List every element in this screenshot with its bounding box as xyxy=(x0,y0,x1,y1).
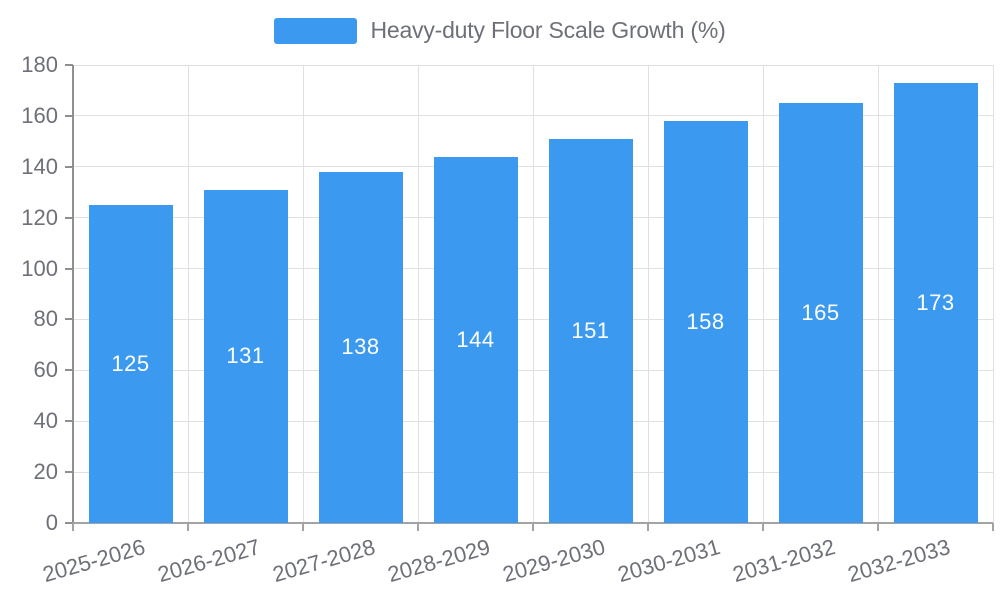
gridline-v xyxy=(877,65,879,523)
y-tick xyxy=(65,318,73,321)
bar-value-label: 165 xyxy=(801,300,840,326)
legend-swatch xyxy=(274,17,358,44)
x-tick xyxy=(72,523,74,531)
gridline-v xyxy=(992,65,994,523)
x-tick xyxy=(417,523,419,531)
bar[interactable]: 151 xyxy=(548,138,633,523)
y-tick xyxy=(65,267,73,270)
bar[interactable]: 138 xyxy=(318,171,403,523)
y-tick xyxy=(65,522,73,524)
legend-label: Heavy-duty Floor Scale Growth (%) xyxy=(370,17,726,43)
x-tick xyxy=(877,523,879,531)
bar[interactable]: 173 xyxy=(893,82,978,523)
y-tick xyxy=(65,471,73,474)
gridline-v xyxy=(647,65,649,523)
x-tick xyxy=(762,523,764,531)
bar[interactable]: 125 xyxy=(88,204,173,523)
y-axis-line xyxy=(72,65,74,530)
y-axis-label: 40 xyxy=(33,408,58,434)
y-axis-label: 180 xyxy=(21,52,58,77)
bar[interactable]: 165 xyxy=(778,103,863,523)
gridline-v xyxy=(187,65,189,523)
bar-value-label: 144 xyxy=(456,326,495,352)
bar-value-label: 158 xyxy=(686,308,725,334)
gridline-v xyxy=(417,65,419,523)
gridline-v xyxy=(532,65,534,523)
bar[interactable]: 131 xyxy=(203,189,288,523)
plot-area: 0 20 40 60 80 100 120 140 160 180 125 131 138 144 151 1… xyxy=(21,52,994,587)
bar-value-label: 138 xyxy=(341,334,380,360)
bar-value-label: 151 xyxy=(571,317,610,343)
y-axis-label: 60 xyxy=(33,357,58,383)
y-axis-label: 140 xyxy=(21,153,58,179)
bar-value-label: 131 xyxy=(226,343,265,369)
y-tick xyxy=(65,216,73,219)
y-tick xyxy=(65,64,73,66)
x-tick xyxy=(647,523,649,531)
y-axis-label: 0 xyxy=(45,510,58,535)
gridline-v xyxy=(302,65,304,523)
bar[interactable]: 144 xyxy=(433,156,518,523)
x-axis-line xyxy=(66,522,993,524)
gridline-v xyxy=(762,65,764,523)
x-tick xyxy=(992,523,994,531)
x-tick xyxy=(532,523,534,531)
y-tick xyxy=(65,165,73,168)
y-axis-label: 160 xyxy=(21,102,58,128)
legend[interactable]: Heavy-duty Floor Scale Growth (%) xyxy=(0,17,1000,44)
bar[interactable]: 158 xyxy=(663,120,748,523)
y-axis-label: 100 xyxy=(21,255,58,281)
bar-value-label: 125 xyxy=(111,350,150,376)
x-tick xyxy=(187,523,189,531)
x-tick xyxy=(302,523,304,531)
y-tick xyxy=(65,114,73,117)
bar-value-label: 173 xyxy=(916,289,955,315)
y-tick xyxy=(65,420,73,423)
y-axis-label: 20 xyxy=(33,459,58,485)
y-axis-label: 120 xyxy=(21,204,58,230)
y-tick xyxy=(65,369,73,372)
y-axis-label: 80 xyxy=(33,306,58,332)
